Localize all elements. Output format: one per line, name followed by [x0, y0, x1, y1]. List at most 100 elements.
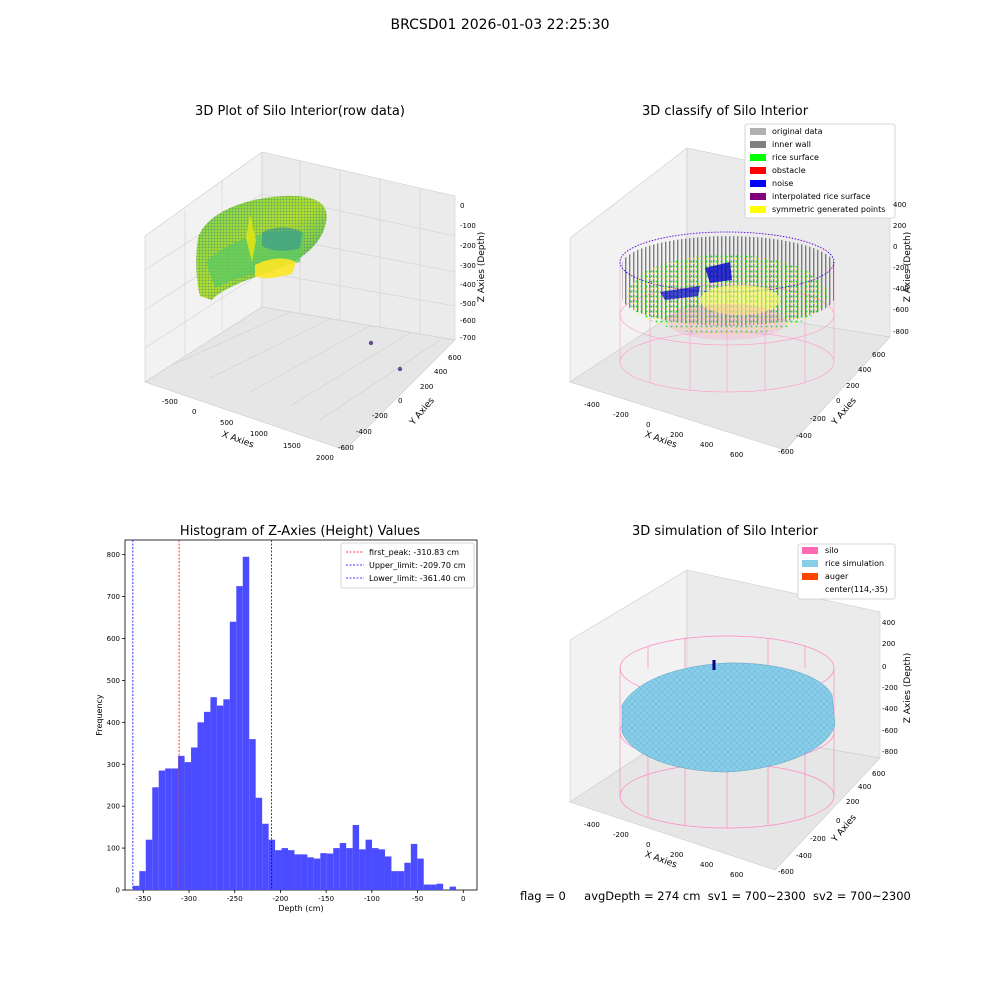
histogram-x-tick-label: -250	[227, 895, 243, 903]
svg-text:0: 0	[836, 397, 840, 405]
svg-text:-200: -200	[810, 835, 826, 843]
histogram-bar	[372, 848, 379, 890]
histogram-bar	[203, 711, 211, 890]
svg-text:200: 200	[420, 383, 433, 391]
legend-label-rice-surface: rice surface	[772, 153, 819, 162]
svg-text:0: 0	[646, 841, 650, 849]
histogram-bar	[178, 755, 185, 890]
legend-swatch-inner-wall	[750, 141, 766, 148]
classify-y-label: Y Axies	[830, 396, 859, 428]
svg-text:0: 0	[836, 817, 840, 825]
legend-label-noise: noise	[772, 179, 793, 188]
svg-text:0: 0	[398, 397, 402, 405]
svg-text:-200: -200	[460, 242, 476, 250]
histogram-x-label: Depth (cm)	[278, 904, 323, 913]
svg-text:-700: -700	[460, 334, 476, 342]
histogram-reference-lines	[132, 540, 272, 890]
raw-x-ticks: -500 0 500 1000 1500 2000	[162, 398, 334, 462]
svg-text:400: 400	[893, 201, 906, 209]
svg-text:1500: 1500	[283, 442, 301, 450]
histogram-bar	[262, 823, 269, 890]
svg-text:600: 600	[872, 770, 885, 778]
histogram-bar	[132, 885, 140, 890]
svg-text:0: 0	[893, 243, 897, 251]
svg-text:200: 200	[893, 222, 906, 230]
histogram-bar	[307, 857, 314, 890]
svg-text:-200: -200	[372, 412, 388, 420]
svg-text:-600: -600	[882, 727, 898, 735]
sim-x-ticks: -400 -200 0 200 400 600	[584, 821, 743, 879]
legend-label-inner-wall: inner wall	[772, 140, 811, 149]
histogram-bar	[333, 848, 340, 890]
svg-text:-500: -500	[460, 300, 476, 308]
histogram-bars	[132, 556, 457, 890]
histogram-bar	[249, 739, 256, 890]
histogram-bar	[275, 850, 282, 890]
histogram-y-tick-label: 300	[107, 761, 120, 769]
svg-text:-200: -200	[810, 415, 826, 423]
svg-text:-600: -600	[460, 317, 476, 325]
legend-swatch-noise	[750, 180, 766, 187]
legend-label-original-data: original data	[772, 127, 823, 136]
raw-plot-title: 3D Plot of Silo Interior(row data)	[195, 104, 405, 119]
sim-y-label: Y Axies	[830, 813, 859, 845]
sim-z-ticks: 400 200 0 -200 -400 -600 -800	[882, 619, 898, 756]
svg-text:0: 0	[882, 663, 886, 671]
histogram-bar	[152, 787, 159, 890]
sim-z-label: Z Axies (Depth)	[903, 653, 913, 724]
svg-text:0: 0	[460, 202, 464, 210]
flag-text: flag = 0	[520, 889, 566, 903]
histogram-bar	[397, 871, 405, 890]
histogram-bar	[352, 825, 360, 890]
histogram-bar	[287, 850, 295, 890]
histogram-y-tick-label: 600	[107, 635, 120, 643]
sv2-text: sv2 = 700~2300	[812, 889, 911, 903]
svg-text:-800: -800	[882, 748, 898, 756]
svg-text:-200: -200	[893, 264, 909, 272]
histogram-y-tick-label: 0	[116, 887, 120, 895]
histogram-bar	[197, 722, 204, 890]
histogram-x-tick-label: -200	[272, 895, 288, 903]
svg-text:500: 500	[220, 419, 233, 427]
histogram-bar	[281, 848, 288, 890]
svg-text:-400: -400	[356, 428, 372, 436]
histogram-bar	[346, 848, 353, 890]
classify-legend: original data inner wall rice surface ob…	[744, 123, 896, 219]
histogram-y-tick-label: 500	[107, 677, 120, 685]
legend-label-center: center(114,-35)	[825, 585, 888, 594]
histogram-bar	[404, 862, 411, 890]
histogram-y-tick-label: 100	[107, 845, 120, 853]
histogram-bar	[365, 839, 373, 890]
sim-plot-title: 3D simulation of Silo Interior	[632, 524, 818, 539]
legend-swatch-symmetric	[750, 206, 766, 213]
legend-lower-limit: Lower_limit: -361.40 cm	[369, 574, 466, 583]
raw-outlier-point	[368, 340, 374, 346]
raw-point-cloud	[196, 195, 327, 300]
histogram-bar	[171, 768, 179, 890]
classify-z-label: Z Axies (Depth)	[903, 232, 913, 303]
svg-text:600: 600	[730, 871, 743, 879]
histogram-x-tick-label: -150	[318, 895, 334, 903]
svg-text:-400: -400	[796, 852, 812, 860]
histogram-bar	[216, 705, 224, 890]
legend-swatch-rice-simulation	[802, 560, 818, 567]
svg-text:-100: -100	[460, 222, 476, 230]
avg-depth-text: avgDepth = 274 cm	[584, 889, 701, 903]
svg-text:0: 0	[646, 421, 650, 429]
legend-swatch-silo	[802, 547, 818, 554]
histogram-legend: first_peak: -310.83 cm Upper_limit: -209…	[340, 542, 475, 589]
histogram-bar	[423, 884, 431, 890]
histogram-y-tick-label: 700	[107, 593, 120, 601]
histogram-bar	[300, 854, 308, 890]
histogram-bar	[294, 854, 301, 890]
histogram-bar	[339, 843, 347, 890]
histogram-bar	[165, 768, 172, 890]
legend-label-symmetric: symmetric generated points	[772, 205, 885, 214]
svg-text:-400: -400	[796, 432, 812, 440]
svg-text:600: 600	[730, 451, 743, 459]
svg-text:600: 600	[448, 354, 461, 362]
classify-y-ticks: -600 -400 -200 0 200 400 600	[778, 351, 885, 456]
legend-swatch-obstacle	[750, 167, 766, 174]
svg-text:200: 200	[670, 851, 683, 859]
histogram-chart: -350 -300 -250 -200 -150 -100 -50 0 0 100 200 300 4…	[95, 539, 478, 913]
